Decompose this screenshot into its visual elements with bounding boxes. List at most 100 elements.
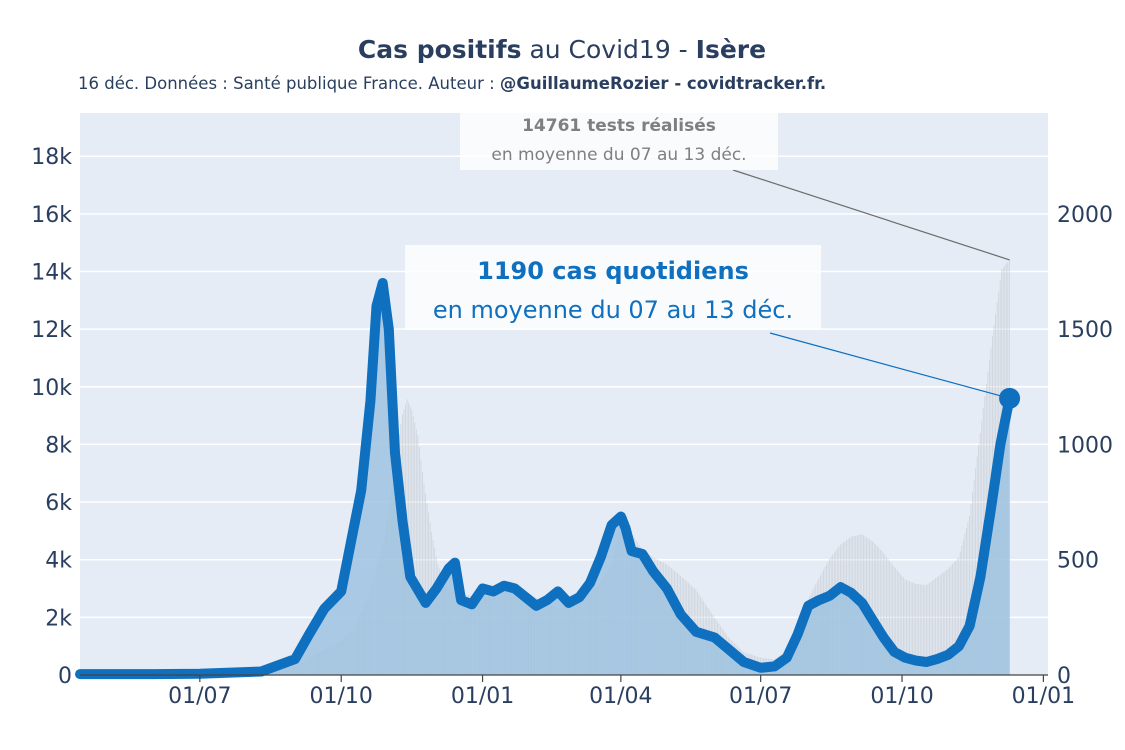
y-axis-right: 0 500 1000 1500 2000 (1057, 203, 1113, 689)
tests-bar (922, 584, 924, 675)
y-left-tick-label: 2k (45, 606, 72, 631)
tests-bar (949, 567, 950, 675)
tests-bar (418, 447, 420, 675)
tests-bar (973, 480, 975, 675)
tests-bar (890, 562, 892, 675)
tests-bar (930, 581, 932, 675)
cases-annotation-title: 1190 cas quotidiens (477, 257, 749, 285)
tests-bar (426, 502, 428, 675)
tests-bar (889, 560, 890, 675)
tests-bar (916, 584, 918, 675)
tests-bar (902, 577, 904, 675)
y-right-tick-label: 0 (1057, 664, 1071, 689)
x-tick-label: 01/10 (870, 684, 933, 709)
y-left-tick-label: 16k (31, 203, 72, 228)
tests-bar (959, 551, 961, 675)
tests-bar (882, 552, 884, 675)
y-left-tick-label: 10k (31, 376, 72, 401)
tests-annotation-title: 14761 tests réalisés (522, 116, 716, 136)
tests-bar (895, 568, 897, 675)
tests-bar (422, 471, 423, 675)
tests-bar (904, 579, 906, 675)
tests-bar (912, 582, 914, 675)
tests-bar (873, 542, 875, 675)
y-left-tick-label: 8k (45, 433, 72, 458)
tests-bar (926, 585, 927, 675)
tests-annotation-subtitle: en moyenne du 07 au 13 déc. (491, 145, 746, 165)
tests-annotation-box (460, 104, 778, 170)
tests-bar (935, 578, 937, 675)
tests-bar (881, 551, 883, 675)
tests-bar (924, 584, 926, 675)
cases-line (75, 278, 1015, 680)
tests-bar (425, 493, 426, 675)
tests-bar (952, 563, 953, 675)
tests-bar (953, 562, 955, 675)
title-bold-region: Isère (696, 35, 766, 64)
tests-bar (958, 557, 960, 675)
tests-bar (969, 515, 970, 675)
x-tick-label: 01/01 (451, 684, 514, 709)
tests-bar (967, 521, 969, 675)
tests-bar (932, 580, 933, 675)
tests-bar (879, 549, 881, 675)
tests-bar (423, 483, 425, 675)
tests-bar (921, 584, 923, 675)
tests-bar (415, 428, 417, 675)
y-left-tick-label: 18k (31, 145, 72, 170)
tests-bar (892, 564, 894, 675)
tests-bar (884, 554, 886, 675)
tests-bar (887, 558, 889, 675)
tests-bar (909, 581, 910, 675)
tests-bar (972, 492, 973, 675)
tests-bar (893, 566, 895, 675)
title-mid: au Covid19 - (522, 35, 696, 64)
tests-bar (964, 533, 966, 675)
tests-bar (945, 570, 947, 675)
tests-bar (870, 540, 872, 675)
tests-bar (901, 575, 903, 675)
tests-bar (915, 583, 917, 675)
cases-annotation-box (405, 245, 821, 330)
subtitle-author: @GuillaumeRozier - covidtracker.fr. (500, 74, 826, 93)
x-tick-label: 01/01 (1012, 684, 1075, 709)
y-right-tick-label: 1500 (1057, 318, 1113, 343)
y-left-tick-label: 0 (58, 664, 72, 689)
cases-annotation-subtitle: en moyenne du 07 au 13 déc. (433, 296, 793, 324)
y-right-tick-label: 500 (1057, 549, 1099, 574)
tests-bar (941, 573, 943, 675)
tests-bar (417, 435, 419, 675)
chart-subtitle: 16 déc. Données : Santé publique France.… (78, 74, 826, 93)
tests-bar (919, 584, 921, 675)
tests-bar (872, 541, 874, 675)
tests-bar (955, 560, 957, 675)
x-axis: 01/07 01/10 01/01 01/04 01/07 01/10 01/01 (168, 675, 1075, 709)
tests-bar (961, 545, 963, 675)
tests-bar (907, 580, 909, 675)
title-bold-cases: Cas positifs (358, 35, 522, 64)
y-left-tick-label: 6k (45, 491, 72, 516)
x-tick-label: 01/04 (589, 684, 652, 709)
tests-bar (913, 583, 915, 675)
tests-bar (927, 583, 929, 675)
tests-bar (956, 559, 958, 675)
tests-bar (906, 579, 907, 675)
subtitle-source: 16 déc. Données : Santé publique France.… (78, 74, 500, 93)
tests-bar (962, 539, 964, 675)
tests-bar (875, 544, 877, 675)
tests-bar (420, 459, 422, 675)
tests-bar (933, 579, 935, 675)
y-left-tick-label: 12k (31, 318, 72, 343)
x-tick-label: 01/07 (168, 684, 231, 709)
x-tick-label: 01/07 (729, 684, 792, 709)
y-left-tick-label: 4k (45, 549, 72, 574)
tests-bar (411, 409, 413, 675)
tests-bar (876, 546, 878, 675)
x-tick-label: 01/10 (310, 684, 373, 709)
tests-bar (910, 581, 912, 675)
tests-bar (936, 576, 938, 675)
tests-bar (970, 504, 972, 675)
tests-bar (947, 568, 949, 675)
tests-bar (878, 547, 880, 675)
